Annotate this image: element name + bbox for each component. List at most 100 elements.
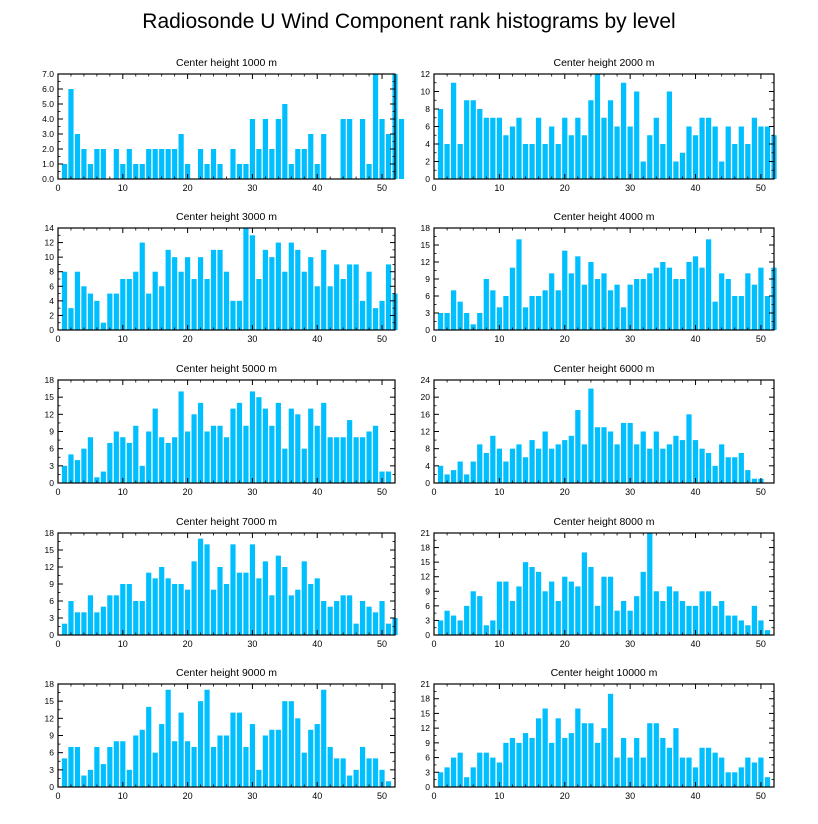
bar-panel3-bin5: [87, 293, 93, 330]
bar-panel4-bin18: [549, 273, 555, 330]
ytick-label-8-12: 12: [421, 572, 431, 582]
bar-panel6-bin4: [457, 461, 463, 483]
bar-panel10-bin1: [437, 772, 444, 787]
bar-panel4-bin37: [673, 279, 679, 330]
bar-panel10-bin31: [634, 737, 640, 787]
ytick-label-8-3: 3: [425, 615, 430, 625]
bar-panel3-bin41: [321, 249, 327, 330]
xtick-label-8-10: 10: [494, 639, 504, 649]
bar-panel3-bin21: [191, 279, 197, 330]
panel-title-5: Center height 5000 m: [176, 363, 277, 375]
bar-panel9-bin23: [204, 689, 210, 787]
bar-panel2-bin51: [764, 126, 771, 179]
bar-panel9-bin20: [185, 741, 191, 787]
bar-panel3-bin39: [308, 257, 314, 330]
bar-panel8-bin25: [594, 605, 601, 635]
xtick-label-7-0: 0: [55, 639, 60, 649]
xtick-label-3-30: 30: [247, 334, 257, 344]
bar-panel4-bin38: [679, 279, 686, 330]
bar-panel7-bin51: [385, 623, 392, 635]
bar-panel5-bin41: [321, 402, 327, 483]
bar-panel7-bin8: [107, 595, 113, 635]
bar-panel4-bin44: [719, 273, 725, 330]
bar-panel4-bin12: [509, 267, 516, 330]
bar-panel5-bin48: [366, 431, 372, 483]
panel-title-6: Center height 6000 m: [554, 363, 655, 375]
bar-panel10-bin13: [516, 742, 522, 787]
xtick-label-10-50: 50: [756, 791, 766, 801]
xtick-label-1-0: 0: [55, 183, 60, 193]
ytick-label-1-3: 3.0: [42, 129, 54, 139]
bar-panel9-bin33: [269, 729, 275, 787]
bar-panel3-bin17: [165, 249, 171, 330]
bar-panel7-bin31: [256, 578, 262, 635]
xtick-label-6-0: 0: [431, 487, 436, 497]
bar-panel1-bin37: [295, 149, 301, 179]
bar-panel1-bin7: [100, 149, 106, 179]
ytick-label-4-18: 18: [421, 223, 431, 233]
bar-panel1-bin40: [314, 164, 320, 179]
bar-panel7-bin24: [210, 589, 217, 635]
bar-panel6-bin40: [692, 440, 699, 483]
figure-title: Radiosonde U Wind Component rank histogr…: [142, 10, 676, 33]
bar-panel2-bin20: [562, 117, 568, 179]
bar-panel7-bin2: [68, 601, 74, 635]
xtick-label-4-30: 30: [625, 334, 635, 344]
xtick-label-9-10: 10: [118, 791, 128, 801]
bar-panel5-bin31: [256, 397, 262, 483]
bar-panel3-bin15: [152, 271, 158, 330]
bar-panel6-bin22: [575, 410, 581, 483]
bar-panel4-bin31: [634, 279, 640, 330]
bar-panel8-bin7: [477, 596, 483, 635]
bar-panel1-bin6: [94, 149, 100, 179]
bar-panel1-bin28: [236, 164, 243, 179]
ytick-label-8-9: 9: [425, 586, 430, 596]
xtick-label-5-10: 10: [118, 487, 128, 497]
bar-panel7-bin6: [94, 612, 100, 635]
bar-panel10-bin4: [457, 752, 463, 787]
bar-panel1-bin48: [366, 164, 372, 179]
ytick-label-4-9: 9: [425, 274, 430, 284]
bar-panel10-bin32: [640, 757, 646, 787]
ytick-label-10-6: 6: [425, 753, 430, 763]
bar-panel1-bin13: [139, 164, 145, 179]
ytick-label-5-12: 12: [45, 409, 55, 419]
bar-panel2-bin1: [437, 109, 444, 179]
bar-panel10-bin35: [660, 737, 666, 787]
bar-panel6-bin30: [627, 422, 633, 483]
xtick-label-1-10: 10: [118, 183, 128, 193]
bar-panel2-bin28: [614, 126, 620, 179]
ytick-label-5-3: 3: [49, 461, 54, 471]
bar-panel7-bin16: [159, 567, 165, 635]
bar-panel6-bin37: [673, 435, 679, 483]
ytick-label-3-8: 8: [49, 267, 54, 277]
xtick-label-5-20: 20: [183, 487, 193, 497]
bar-panel1-bin11: [126, 149, 132, 179]
bar-panel2-bin49: [751, 117, 757, 179]
ytick-label-5-6: 6: [49, 444, 54, 454]
bar-panel7-bin14: [146, 572, 152, 635]
bar-panel7-bin15: [152, 578, 158, 635]
panel-title-7: Center height 7000 m: [176, 516, 277, 528]
bar-panel5-bin27: [230, 408, 236, 483]
bar-panel3-bin33: [269, 257, 275, 330]
ytick-label-6-8: 8: [425, 444, 430, 454]
bar-panel5-bin25: [217, 425, 223, 483]
bar-panel10-bin17: [542, 708, 548, 787]
bar-panel1-bin49: [372, 74, 379, 179]
xtick-label-3-50: 50: [377, 334, 387, 344]
bar-panel8-bin15: [529, 567, 535, 635]
bar-panel5-bin21: [191, 414, 197, 483]
ytick-label-9-9: 9: [49, 731, 54, 741]
bar-panel9-bin28: [236, 712, 243, 787]
bar-panel6-bin35: [660, 448, 666, 483]
bar-panel10-bin45: [725, 772, 731, 787]
bar-panel10-bin51: [764, 777, 771, 787]
xtick-label-4-0: 0: [431, 334, 436, 344]
bar-panel1-bin25: [217, 164, 223, 179]
xtick-label-6-50: 50: [756, 487, 766, 497]
bar-panel10-bin44: [719, 757, 725, 787]
bar-panel6-bin47: [738, 452, 744, 483]
bar-panel5-bin39: [308, 408, 314, 483]
ytick-label-9-12: 12: [45, 713, 55, 723]
